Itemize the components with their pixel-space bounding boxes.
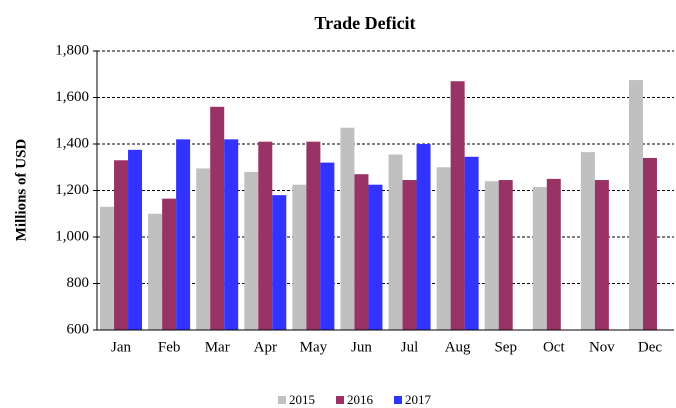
bar [498,180,513,330]
bar [128,149,143,330]
y-tick-label: 1,400 [55,135,89,151]
bar [244,171,259,330]
bar [306,141,321,330]
legend-swatch [394,396,402,404]
legend-label: 2017 [405,392,432,407]
y-axis-label: Millions of USD [13,139,29,242]
bar [436,167,451,330]
bar [176,139,191,330]
y-tick-label: 1,200 [55,182,89,198]
y-tick-label: 800 [67,275,90,291]
bar [148,213,163,330]
bar [580,152,595,330]
bar [546,178,561,330]
bar [388,154,403,330]
bar [416,144,431,330]
bar [484,181,499,330]
bar [340,127,355,330]
y-tick-label: 600 [67,321,90,337]
bar [114,160,129,330]
x-tick-label: Apr [254,339,277,355]
bar [402,180,417,330]
bar [224,139,239,330]
x-tick-label: Nov [589,339,615,355]
y-tick-label: 1,600 [55,89,89,105]
chart-title: Trade Deficit [314,13,415,33]
bar [450,81,465,330]
x-tick-label: Jan [111,339,131,355]
legend-swatch [336,396,344,404]
x-tick-label: Mar [205,339,230,355]
x-tick-label: Dec [638,339,662,355]
x-tick-label: Feb [158,339,181,355]
bar [162,198,177,330]
x-tick-label: Jun [351,339,372,355]
bar [628,80,643,330]
bar [258,141,273,330]
y-tick-label: 1,800 [55,42,89,58]
x-tick-label: Aug [445,339,471,355]
x-tick-label: Sep [494,339,517,355]
bar [532,187,547,330]
x-tick-label: Jul [401,339,419,355]
bar [320,162,335,330]
bar [210,106,225,330]
bar [272,195,287,330]
bar [594,180,609,330]
bar [292,184,307,330]
bar [464,156,479,330]
bar [368,184,383,330]
y-tick-label: 1,000 [55,228,89,244]
bar [196,168,211,330]
x-tick-label: May [300,339,328,355]
bar [642,157,657,330]
bar [354,174,369,330]
legend-label: 2015 [289,392,315,407]
x-tick-label: Oct [543,339,565,355]
legend-swatch [278,396,286,404]
bar [100,206,115,330]
legend-label: 2016 [347,392,374,407]
